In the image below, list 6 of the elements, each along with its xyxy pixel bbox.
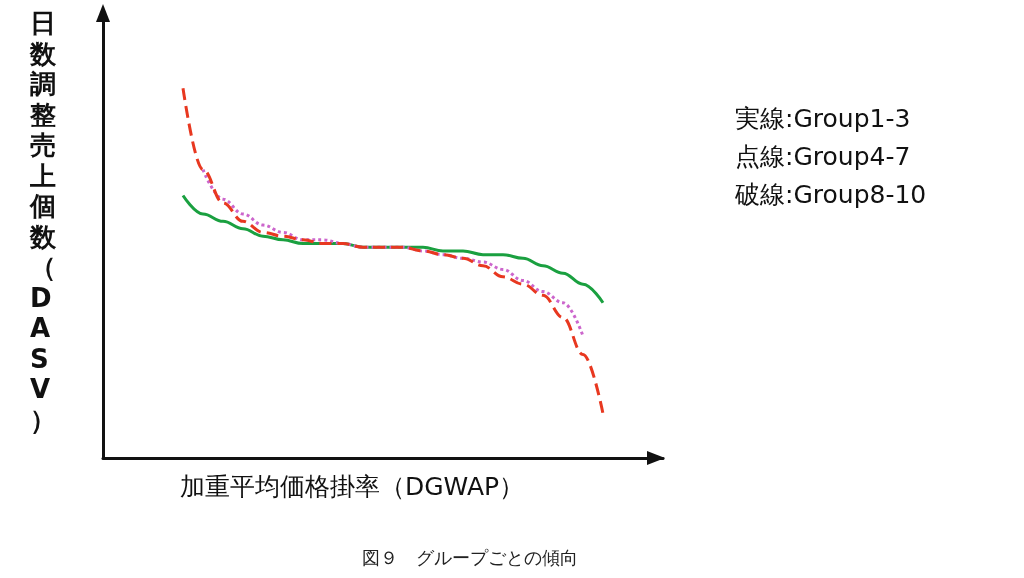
text: 実線:Group1-3 bbox=[735, 104, 911, 133]
text: 点線:Group4-7 bbox=[735, 142, 911, 171]
text: 日数調整売上個数（DASV） bbox=[30, 8, 56, 435]
text: 図９ グループごとの傾向 bbox=[362, 546, 578, 568]
x-axis-title: 加重平均価格掛率（DGWAP） bbox=[180, 472, 525, 501]
text: 破線:Group8-10 bbox=[734, 180, 927, 209]
